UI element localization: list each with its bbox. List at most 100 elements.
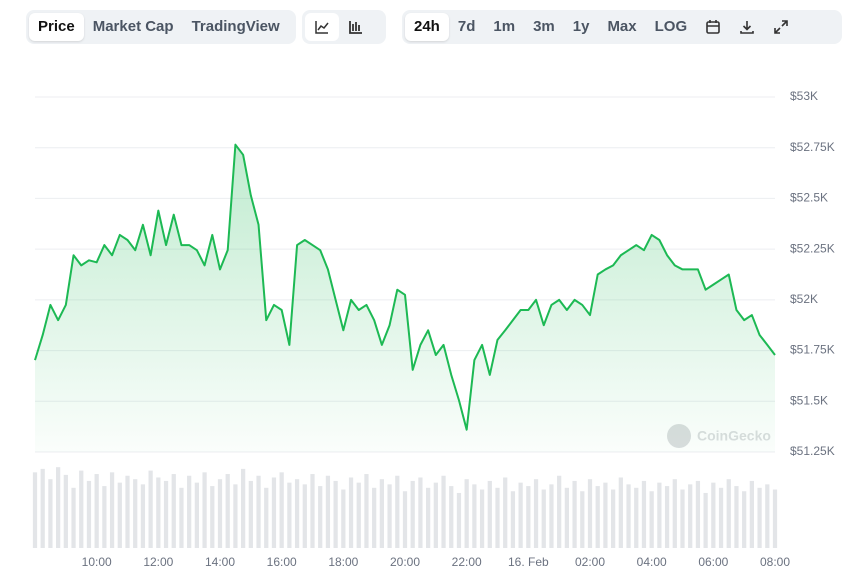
volume-bar: [572, 480, 577, 548]
volume-bar: [217, 479, 223, 548]
volume-bar: [456, 492, 462, 548]
x-tick-label: 16:00: [267, 555, 297, 569]
price-line: [34, 143, 776, 431]
volume-bar: [718, 487, 724, 548]
download-icon[interactable]: [730, 13, 764, 41]
volume-bar: [672, 479, 677, 548]
volume-bar: [187, 475, 192, 548]
volume-bar: [48, 479, 53, 548]
volume-bar: [402, 491, 408, 548]
volume-bar: [271, 477, 277, 548]
volume-bar: [557, 475, 562, 548]
tab-button[interactable]: Market Cap: [92, 18, 174, 35]
x-tick-label: 12:00: [143, 555, 173, 569]
volume-bar: [664, 486, 670, 548]
volume-bar: [333, 480, 338, 548]
price-area: [35, 144, 775, 452]
volume-bar: [641, 480, 647, 548]
volume-bar: [634, 487, 639, 548]
volume-bar: [79, 470, 84, 548]
line-chart-icon[interactable]: [305, 13, 339, 41]
volume-bar: [587, 479, 593, 548]
tab-button[interactable]: 1y: [572, 18, 590, 35]
volume-bar: [533, 479, 539, 548]
volume-bar: [688, 484, 693, 548]
volume-bar: [479, 489, 485, 548]
volume-bar: [179, 487, 184, 548]
tab-button[interactable]: 1m: [493, 18, 516, 35]
volume-bar: [495, 487, 500, 548]
volume-bar: [325, 475, 331, 548]
volume-bar: [233, 484, 238, 548]
volume-bar: [341, 489, 346, 548]
tab-button[interactable]: 24h: [405, 13, 449, 41]
volume-bar: [372, 487, 377, 548]
volume-bar: [603, 482, 608, 548]
tab-button[interactable]: 7d: [457, 18, 476, 35]
volume-bar: [441, 475, 446, 548]
tab-button[interactable]: TradingView: [191, 18, 280, 35]
volume-bar: [765, 484, 770, 548]
tab-button[interactable]: Max: [607, 18, 637, 35]
volume-bar: [241, 468, 246, 548]
watermark: CoinGecko: [667, 424, 771, 448]
x-tick-label: 08:00: [760, 555, 790, 569]
y-tick-label: $51.75K: [790, 343, 835, 357]
volume-bar: [140, 484, 146, 548]
volume-bar: [356, 482, 361, 548]
y-tick-label: $52K: [790, 292, 818, 306]
tab-button[interactable]: LOG: [654, 18, 688, 35]
volume-bar: [418, 477, 423, 548]
tab-button[interactable]: 3m: [533, 18, 555, 35]
volume-bar: [549, 484, 554, 548]
x-tick-label: 18:00: [328, 555, 358, 569]
volume-bar: [133, 479, 138, 548]
volume-bar: [109, 472, 115, 548]
x-tick-label: 04:00: [637, 555, 667, 569]
volume-bar: [595, 486, 600, 548]
volume-bar: [210, 486, 215, 548]
volume-bar: [171, 474, 176, 548]
volume-bar: [387, 484, 392, 548]
volume-bar: [94, 474, 99, 548]
volume-bar: [348, 477, 354, 548]
watermark-text: CoinGecko: [697, 428, 771, 444]
volume-bar: [310, 474, 315, 548]
volume-bar: [379, 479, 384, 548]
y-tick-label: $52.25K: [790, 241, 835, 255]
y-tick-label: $52.75K: [790, 140, 835, 154]
calendar-icon[interactable]: [696, 13, 730, 41]
range-tabs: 24h 7d 1m 3m 1y Max LOG: [402, 10, 842, 44]
volume-bar: [580, 491, 585, 548]
volume-bar: [318, 486, 323, 548]
y-tick-label: $51.5K: [790, 393, 828, 407]
volume-bar: [71, 487, 76, 548]
volume-bar: [156, 477, 161, 548]
volume-bar: [726, 479, 731, 548]
volume-bar: [32, 472, 38, 548]
volume-bar: [611, 489, 616, 548]
y-tick-label: $51.25K: [790, 444, 835, 458]
volume-bar: [364, 474, 369, 548]
volume-bar: [426, 487, 431, 548]
x-tick-label: 22:00: [452, 555, 482, 569]
volume-bar: [125, 475, 130, 548]
tab-button[interactable]: Price: [29, 13, 84, 41]
volume-bar: [163, 480, 169, 548]
volume-bar: [526, 486, 531, 548]
volume-bar: [503, 477, 508, 548]
fullscreen-icon[interactable]: [764, 13, 798, 41]
volume-bar: [194, 482, 199, 548]
volume-bar: [703, 492, 708, 548]
volume-bar: [564, 487, 569, 548]
candle-chart-icon[interactable]: [339, 13, 373, 41]
y-tick-label: $52.5K: [790, 191, 828, 205]
volume-bar: [102, 486, 107, 548]
view-tabs: Price Market Cap TradingView: [26, 10, 296, 44]
volume-bar: [464, 479, 469, 548]
volume-bar: [148, 470, 153, 548]
volume-bar: [510, 491, 516, 548]
x-tick-label: 02:00: [575, 555, 605, 569]
y-tick-label: $53K: [790, 89, 818, 103]
